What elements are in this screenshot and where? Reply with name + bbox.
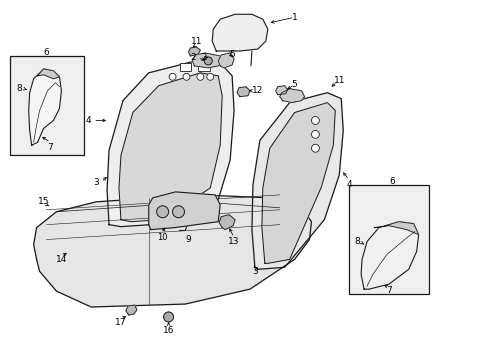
Text: 4: 4 [346, 180, 351, 189]
Circle shape [311, 144, 319, 152]
Bar [10, 56, 84, 155]
Polygon shape [279, 89, 304, 103]
Circle shape [197, 73, 203, 80]
Text: 13: 13 [228, 237, 239, 246]
Polygon shape [218, 53, 234, 68]
Text: 17: 17 [115, 318, 126, 327]
Text: 8: 8 [17, 84, 22, 93]
Text: 5: 5 [229, 50, 235, 59]
Polygon shape [188, 47, 200, 56]
Text: 3: 3 [93, 179, 99, 188]
Text: 6: 6 [43, 49, 49, 58]
Polygon shape [148, 192, 220, 230]
Polygon shape [219, 215, 235, 230]
Polygon shape [192, 53, 222, 68]
Text: 9: 9 [185, 235, 191, 244]
Circle shape [172, 206, 184, 218]
Text: 2: 2 [201, 53, 206, 62]
Text: 3: 3 [251, 267, 257, 276]
Text: 10: 10 [157, 233, 167, 242]
Polygon shape [212, 14, 267, 51]
Polygon shape [29, 69, 61, 145]
Polygon shape [275, 86, 287, 95]
Text: 11: 11 [333, 76, 345, 85]
Text: 7: 7 [385, 285, 391, 294]
Text: 16: 16 [163, 326, 174, 335]
Text: 15: 15 [38, 197, 49, 206]
Circle shape [204, 57, 212, 65]
Polygon shape [38, 69, 60, 79]
Text: 6: 6 [388, 177, 394, 186]
Circle shape [206, 73, 213, 80]
Text: 14: 14 [56, 255, 67, 264]
Circle shape [156, 206, 168, 218]
Polygon shape [251, 93, 343, 269]
Circle shape [169, 73, 176, 80]
Text: 5: 5 [291, 80, 297, 89]
Text: 4: 4 [85, 116, 91, 125]
Polygon shape [34, 195, 311, 307]
Circle shape [183, 73, 189, 80]
Polygon shape [360, 222, 418, 289]
Text: 7: 7 [47, 143, 53, 152]
Bar [198, 63, 210, 71]
Polygon shape [373, 222, 418, 235]
Polygon shape [107, 61, 234, 227]
Polygon shape [237, 87, 249, 96]
Polygon shape [126, 305, 137, 315]
Polygon shape [262, 103, 335, 264]
Text: 11: 11 [190, 37, 202, 46]
Text: 12: 12 [252, 86, 263, 95]
Text: 8: 8 [353, 237, 359, 246]
Circle shape [311, 117, 319, 125]
Text: 1: 1 [291, 13, 297, 22]
Text: 2: 2 [190, 53, 196, 62]
Circle shape [163, 312, 173, 322]
Bar [179, 63, 191, 71]
Circle shape [311, 130, 319, 138]
Polygon shape [119, 73, 222, 222]
Bar [348, 185, 427, 294]
